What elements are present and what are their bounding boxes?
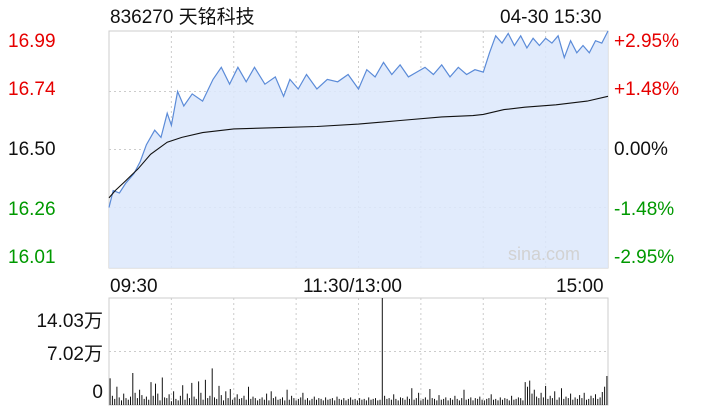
price-tick-2: 16.74	[8, 79, 56, 100]
sina-watermark: sina.com	[508, 244, 581, 264]
price-tick-4: 16.26	[8, 199, 56, 220]
datetime-label: 04-30 15:30	[500, 7, 602, 28]
price-area-fill	[109, 31, 608, 268]
pct-tick-1: +2.95%	[614, 31, 679, 52]
price-tick-5: 16.01	[8, 247, 56, 268]
price-series-line	[108, 30, 609, 208]
volume-tick-max: 14.03万	[36, 311, 103, 332]
pct-tick-3: 0.00%	[614, 139, 668, 160]
volume-tick-mid: 7.02万	[47, 344, 103, 365]
time-tick-midday: 11:30/13:00	[303, 276, 402, 297]
stock-title: 836270 天铭科技	[110, 7, 255, 28]
time-tick-open: 09:30	[110, 276, 158, 297]
pct-tick-2: +1.48%	[614, 79, 679, 100]
volume-tick-zero: 0	[92, 382, 103, 403]
pct-tick-5: -2.95%	[614, 247, 675, 268]
pct-tick-4: -1.48%	[614, 199, 675, 220]
average-series-line	[108, 95, 609, 199]
price-tick-3: 16.50	[8, 139, 56, 160]
time-tick-close: 15:00	[556, 276, 604, 297]
price-tick-1: 16.99	[8, 31, 56, 52]
price-layer	[108, 30, 609, 268]
volume-layer	[109, 298, 608, 405]
